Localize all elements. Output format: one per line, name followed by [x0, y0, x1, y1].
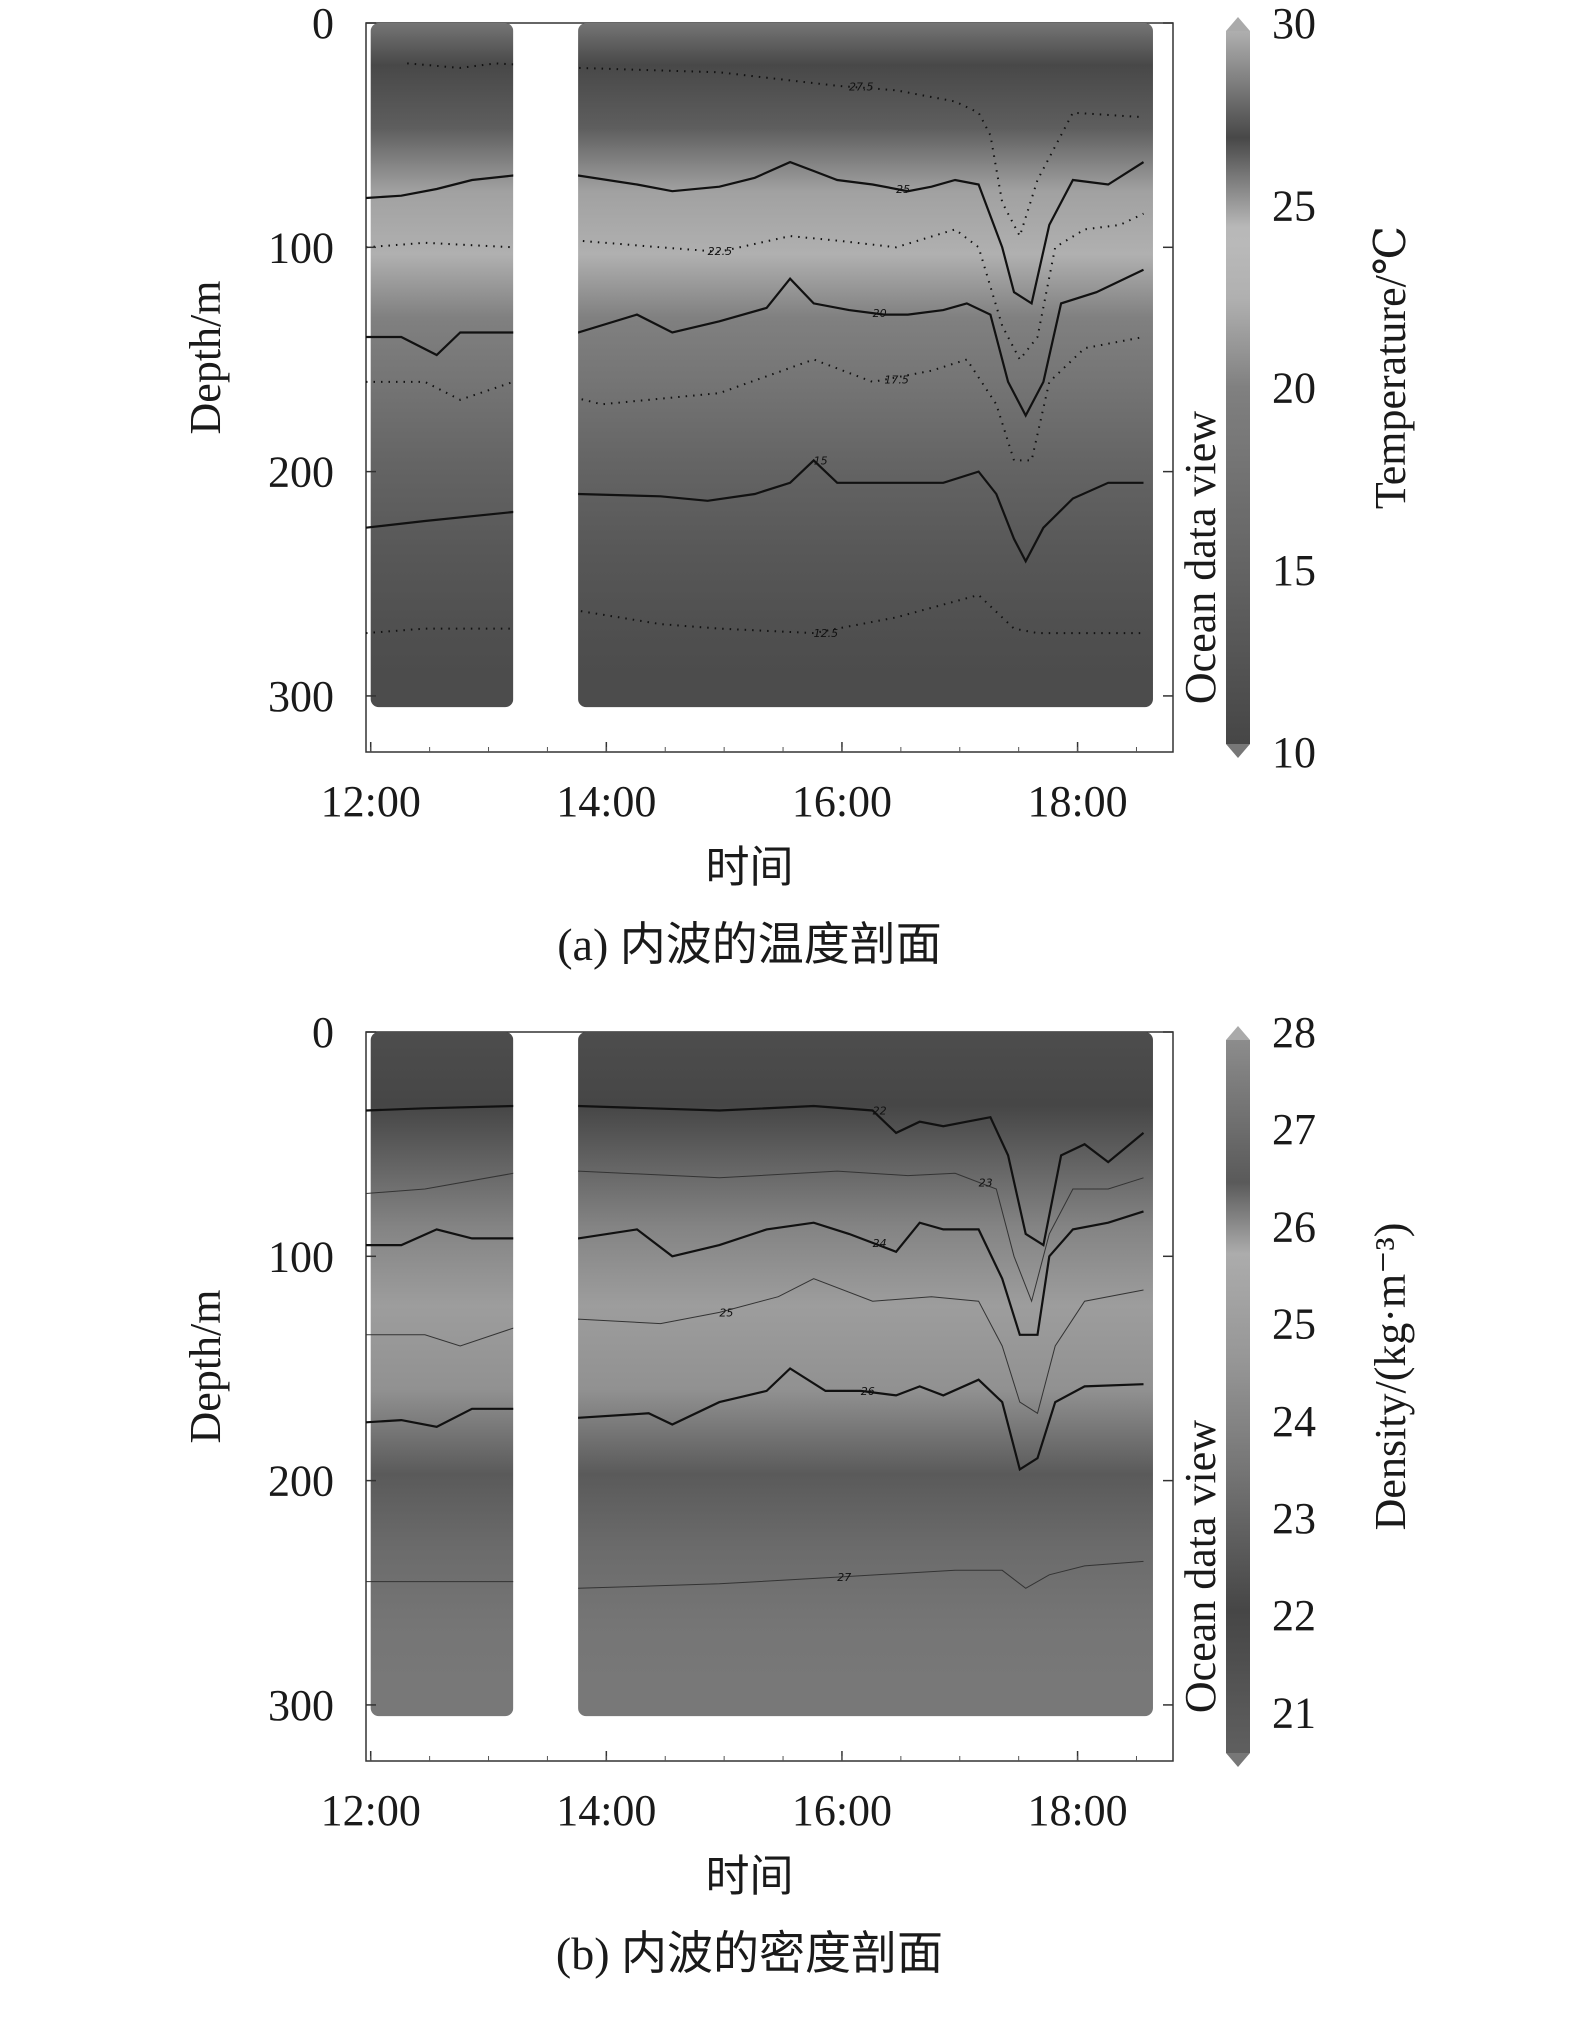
contour-label: 27 — [837, 1571, 851, 1584]
contour-label: 22 — [873, 1105, 887, 1118]
x-tick-label: 18:00 — [1027, 777, 1127, 826]
x-axis-label: 时间 — [706, 1852, 794, 1901]
colorbar-tick-label: 26 — [1272, 1202, 1316, 1251]
y-tick-label: 300 — [268, 672, 334, 721]
x-axis-label: 时间 — [706, 843, 794, 892]
colorbar-tick-label: 30 — [1272, 0, 1316, 48]
watermark-text: Ocean data view — [1176, 411, 1225, 704]
contour-label: 26 — [861, 1385, 875, 1398]
y-tick-label: 100 — [268, 223, 334, 272]
colorbar — [1226, 31, 1250, 744]
colorbar-label: Temperature/℃ — [1366, 226, 1415, 509]
x-tick-label: 16:00 — [792, 777, 892, 826]
colorbar-tick-label: 15 — [1272, 546, 1316, 595]
colorbar-tick-label: 24 — [1272, 1397, 1316, 1446]
x-tick-label: 16:00 — [792, 1786, 892, 1835]
watermark-text: Ocean data view — [1176, 1420, 1225, 1713]
colorbar-tick-label: 27 — [1272, 1105, 1316, 1154]
y-tick-label: 300 — [268, 1681, 334, 1730]
contour-line — [365, 1367, 1144, 1472]
x-tick-label: 14:00 — [556, 1786, 656, 1835]
contour-line — [366, 268, 1144, 418]
contour-line — [366, 1278, 1144, 1415]
data-field-block — [370, 1032, 514, 1717]
figure-caption: (a) 内波的温度剖面 — [557, 919, 942, 970]
data-field-block — [578, 1032, 1153, 1717]
contour-label: 15 — [814, 454, 828, 467]
colorbar-tick-label: 25 — [1272, 1300, 1316, 1349]
temperature-panel: 27.5 25 22.5 20 17.5 15 12.5 0 100 200 300 12:00 14:… — [0, 0, 1575, 1009]
colorbar-bottom-arrow — [1226, 1753, 1250, 1767]
contour-label: 20 — [873, 307, 887, 320]
colorbar-bottom-arrow — [1226, 744, 1250, 758]
contour-line — [365, 1104, 1145, 1247]
contour-line — [365, 212, 1144, 362]
contour-label: 12.5 — [814, 627, 839, 640]
colorbar-top-arrow — [1226, 1026, 1250, 1040]
contour-line — [366, 1210, 1144, 1336]
data-gap — [513, 24, 579, 751]
contour-label: 23 — [979, 1176, 993, 1189]
contour-label: 17.5 — [884, 374, 909, 387]
y-tick-label: 200 — [268, 1457, 334, 1506]
density-chart: 22 23 24 25 26 27 0 100 200 300 12:00 14:00 16:00 18:… — [181, 1008, 1415, 1979]
data-field-block — [370, 23, 514, 708]
x-tick-label: 18:00 — [1027, 1786, 1127, 1835]
colorbar-tick-label: 21 — [1272, 1688, 1316, 1737]
y-tick-label: 200 — [268, 448, 334, 497]
contour-label: 25 — [719, 1306, 733, 1319]
x-tick-label: 12:00 — [321, 777, 421, 826]
temperature-chart: 27.5 25 22.5 20 17.5 15 12.5 0 100 200 300 12:00 14:… — [181, 0, 1415, 970]
data-field-block — [578, 23, 1153, 708]
y-tick-label: 0 — [312, 1009, 334, 1057]
x-tick-label: 12:00 — [321, 1786, 421, 1835]
y-axis-label: Depth/m — [181, 1290, 230, 1444]
y-tick-label: 100 — [268, 1232, 334, 1281]
contour-line — [365, 458, 1144, 564]
contour-label: 25 — [896, 183, 910, 196]
y-axis-label: Depth/m — [181, 281, 230, 435]
y-tick-label: 0 — [312, 0, 334, 48]
colorbar-tick-label: 20 — [1272, 364, 1316, 413]
colorbar-tick-label: 10 — [1272, 728, 1316, 777]
figure-caption: (b) 内波的密度剖面 — [556, 1928, 943, 1979]
colorbar-tick-label: 22 — [1272, 1591, 1316, 1640]
contour-label: 22.5 — [708, 245, 733, 258]
x-tick-label: 14:00 — [556, 777, 656, 826]
density-panel: 22 23 24 25 26 27 0 100 200 300 12:00 14:00 16:00 18:… — [0, 1008, 1575, 2018]
colorbar — [1226, 1040, 1250, 1753]
data-gap — [513, 1033, 579, 1760]
contour-label: 27.5 — [849, 81, 874, 94]
colorbar-top-arrow — [1226, 17, 1250, 31]
contour-label: 24 — [873, 1237, 887, 1250]
colorbar-tick-label: 28 — [1272, 1009, 1316, 1057]
colorbar-label: Density/(kg·m⁻³) — [1366, 1223, 1415, 1531]
colorbar-tick-label: 25 — [1272, 181, 1316, 230]
colorbar-tick-label: 23 — [1272, 1494, 1316, 1543]
